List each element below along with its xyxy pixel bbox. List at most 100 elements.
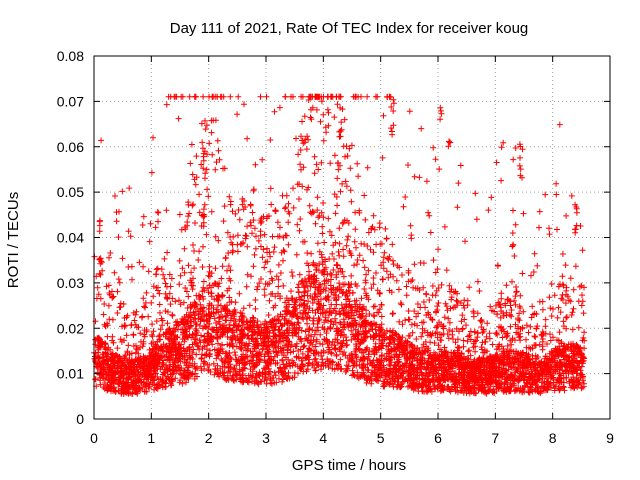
data-point <box>430 257 437 264</box>
data-point <box>515 331 522 338</box>
data-point <box>339 180 346 187</box>
data-point <box>244 243 251 250</box>
data-point <box>243 283 250 290</box>
data-point <box>359 305 366 312</box>
data-point <box>509 278 515 285</box>
data-point <box>417 304 424 311</box>
data-point <box>334 175 341 182</box>
data-point <box>360 257 367 264</box>
data-point <box>426 297 433 303</box>
data-point <box>275 290 281 297</box>
data-point <box>427 339 434 346</box>
data-point <box>103 353 110 360</box>
data-point <box>500 313 507 319</box>
data-point <box>441 223 448 230</box>
data-point <box>390 310 396 317</box>
data-point <box>260 246 267 253</box>
data-point <box>212 166 219 173</box>
data-point <box>111 269 118 276</box>
data-point <box>528 314 535 321</box>
data-point <box>334 286 341 293</box>
data-point <box>206 140 213 147</box>
data-point <box>200 93 207 100</box>
data-point <box>162 308 169 314</box>
data-point <box>147 220 154 227</box>
data-point <box>326 228 333 235</box>
data-point <box>356 209 363 216</box>
data-point <box>455 180 462 187</box>
data-point <box>163 294 170 301</box>
data-point <box>311 331 318 338</box>
data-point <box>258 321 264 328</box>
data-point <box>342 153 348 160</box>
data-point <box>102 340 108 347</box>
data-point <box>409 277 416 283</box>
data-point <box>164 249 171 256</box>
data-point <box>340 273 347 280</box>
data-point <box>339 220 346 227</box>
data-point <box>202 126 209 133</box>
data-point <box>106 290 113 296</box>
data-point <box>281 205 288 212</box>
data-point <box>316 212 323 219</box>
data-point <box>146 238 153 245</box>
data-point <box>104 333 111 340</box>
data-point <box>199 264 206 270</box>
data-point <box>268 201 275 208</box>
data-point <box>205 193 212 200</box>
data-point <box>305 359 312 366</box>
data-point <box>579 247 586 254</box>
data-point <box>306 272 313 279</box>
data-point <box>502 300 509 307</box>
data-point <box>139 222 146 228</box>
data-point <box>227 93 234 100</box>
data-point <box>257 356 264 363</box>
data-point <box>142 304 149 311</box>
data-point <box>239 312 246 319</box>
data-point <box>513 289 520 296</box>
data-point <box>272 208 279 215</box>
data-point <box>546 294 553 301</box>
data-point <box>125 264 132 270</box>
data-point <box>261 264 268 271</box>
data-point <box>348 351 355 357</box>
data-point <box>556 121 563 128</box>
data-point <box>300 282 307 289</box>
data-point <box>163 362 170 369</box>
data-point <box>416 174 423 181</box>
data-point <box>208 208 215 215</box>
data-point <box>325 215 332 222</box>
data-point <box>498 177 505 184</box>
data-point <box>285 297 292 304</box>
data-point <box>387 339 394 346</box>
data-point <box>179 380 186 387</box>
data-point <box>347 187 354 194</box>
data-point <box>427 229 434 236</box>
data-point <box>92 318 99 325</box>
data-point <box>240 239 247 246</box>
data-point <box>443 267 450 274</box>
data-point <box>181 245 188 252</box>
data-point <box>301 307 307 314</box>
data-point <box>348 336 355 343</box>
data-point <box>206 263 213 270</box>
data-point <box>463 322 469 329</box>
data-point <box>178 226 185 233</box>
data-point <box>485 207 492 214</box>
data-point <box>156 332 163 339</box>
data-point <box>92 376 99 383</box>
data-point <box>94 284 101 291</box>
data-point <box>226 368 232 375</box>
data-point <box>308 333 315 340</box>
data-point <box>519 270 526 277</box>
data-point <box>513 284 519 290</box>
data-point <box>265 213 272 219</box>
data-point <box>388 289 395 296</box>
data-point <box>130 309 137 316</box>
data-point <box>280 282 287 289</box>
data-point <box>255 237 262 244</box>
data-point <box>561 387 568 394</box>
data-point <box>581 329 588 336</box>
data-point <box>569 326 576 333</box>
data-point <box>210 360 217 367</box>
